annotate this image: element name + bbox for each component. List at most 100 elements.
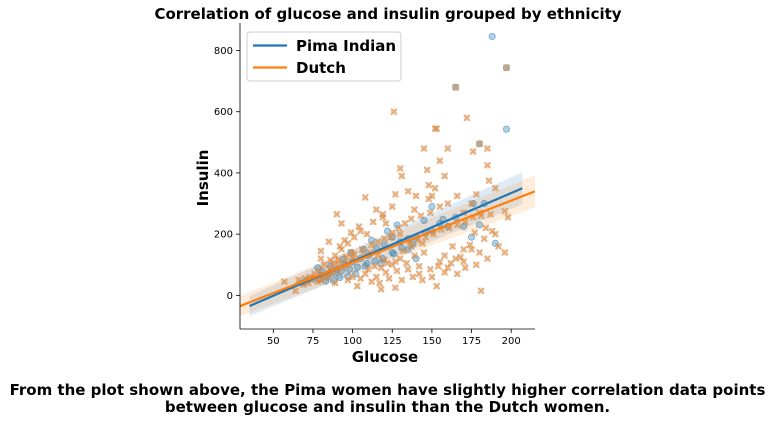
data-point-dutch xyxy=(368,241,376,249)
data-point-dutch xyxy=(471,229,479,237)
data-point-pima xyxy=(314,264,322,272)
x-tick-label: 200 xyxy=(502,336,521,347)
data-point-pima xyxy=(360,245,368,254)
data-point-dutch xyxy=(433,125,441,133)
data-point-dutch xyxy=(388,203,396,211)
data-point-dutch xyxy=(425,195,433,203)
x-axis-ticks: 50 75 100 125 150 175 200 xyxy=(267,329,521,347)
x-axis-label: Glucose xyxy=(352,348,418,366)
regression-lines xyxy=(240,187,535,308)
data-point-dutch xyxy=(477,287,485,295)
data-point-dutch xyxy=(355,222,363,230)
data-point-dutch xyxy=(390,108,398,116)
data-point-dutch xyxy=(364,265,372,273)
data-point-dutch xyxy=(468,245,476,253)
data-point-dutch xyxy=(349,273,357,281)
data-point-dutch xyxy=(347,229,355,237)
data-point-dutch xyxy=(398,276,406,284)
data-point-dutch xyxy=(475,249,483,256)
data-point-dutch xyxy=(501,207,509,215)
data-point-dutch xyxy=(469,148,477,156)
data-point-dutch xyxy=(491,184,499,192)
data-point-dutch xyxy=(487,210,495,218)
data-point-pima xyxy=(412,255,420,263)
data-point-dutch xyxy=(331,279,339,287)
data-point-dutch xyxy=(382,268,390,276)
data-point-dutch xyxy=(472,190,480,198)
data-point-dutch xyxy=(409,273,417,281)
data-point-dutch xyxy=(426,209,434,217)
data-point-dutch xyxy=(436,203,444,211)
data-point-dutch xyxy=(441,172,449,180)
data-point-dutch xyxy=(404,187,412,195)
x-tick-label: 150 xyxy=(422,336,441,347)
data-point-dutch xyxy=(480,235,488,243)
data-point-dutch xyxy=(372,206,380,214)
data-point-pima xyxy=(393,221,401,229)
data-point-dutch xyxy=(485,177,493,185)
data-point-dutch xyxy=(502,64,510,72)
regression-line-pima xyxy=(249,187,523,308)
data-point-dutch xyxy=(483,161,491,169)
caption-line-2: between glucose and insulin than the Dut… xyxy=(164,398,611,416)
y-tick-label: 400 xyxy=(214,168,233,179)
data-point-dutch xyxy=(388,229,396,237)
x-tick-label: 125 xyxy=(383,336,402,347)
data-point-dutch xyxy=(391,284,399,292)
scatter-points xyxy=(280,32,512,295)
data-point-pima xyxy=(388,233,396,241)
y-tick-label: 800 xyxy=(214,46,233,57)
data-point-dutch xyxy=(292,287,300,295)
data-point-dutch xyxy=(369,218,377,226)
data-point-dutch xyxy=(396,255,404,263)
data-point-dutch xyxy=(342,253,350,261)
data-point-pima xyxy=(390,250,398,258)
data-point-dutch xyxy=(315,267,323,275)
data-point-pima xyxy=(353,263,361,271)
caption: From the plot shown above, the Pima wome… xyxy=(0,382,775,416)
data-point-dutch xyxy=(504,213,512,221)
y-tick-label: 0 xyxy=(227,291,233,302)
data-point-dutch xyxy=(460,245,468,253)
legend-label-pima: Pima Indian xyxy=(296,37,396,55)
data-point-dutch xyxy=(379,210,387,218)
data-point-dutch xyxy=(453,270,461,278)
data-point-dutch xyxy=(401,219,409,227)
data-point-dutch xyxy=(350,233,358,241)
data-point-dutch xyxy=(380,235,388,243)
data-point-dutch xyxy=(423,166,431,174)
data-point-dutch xyxy=(403,259,411,267)
data-point-dutch xyxy=(326,256,334,264)
data-point-dutch xyxy=(387,233,395,241)
data-point-dutch xyxy=(410,206,418,214)
x-tick-label: 175 xyxy=(462,336,481,347)
data-point-dutch xyxy=(404,265,412,273)
y-axis-ticks: 0 200 400 600 800 xyxy=(214,46,240,302)
data-point-dutch xyxy=(428,273,436,281)
data-point-dutch xyxy=(334,256,342,264)
data-point-dutch xyxy=(412,192,420,200)
data-point-dutch xyxy=(452,83,460,91)
data-point-dutch xyxy=(418,276,426,284)
data-point-dutch xyxy=(444,264,452,272)
data-point-dutch xyxy=(325,238,333,246)
data-point-dutch xyxy=(441,268,449,276)
data-point-dutch xyxy=(338,219,345,227)
data-point-dutch xyxy=(425,181,433,189)
data-point-dutch xyxy=(475,140,483,148)
data-point-pima xyxy=(368,236,376,244)
data-point-pima xyxy=(336,273,344,282)
data-point-pima xyxy=(469,199,477,208)
data-point-dutch xyxy=(491,230,499,238)
data-point-dutch xyxy=(396,164,404,172)
data-point-dutch xyxy=(433,282,441,290)
data-point-dutch xyxy=(449,242,457,250)
data-point-dutch xyxy=(368,278,376,286)
data-point-dutch xyxy=(333,210,341,218)
data-point-dutch xyxy=(420,249,428,256)
data-point-dutch xyxy=(495,242,503,250)
data-point-dutch xyxy=(482,224,490,232)
data-point-dutch xyxy=(396,230,404,238)
data-point-dutch xyxy=(501,249,509,256)
